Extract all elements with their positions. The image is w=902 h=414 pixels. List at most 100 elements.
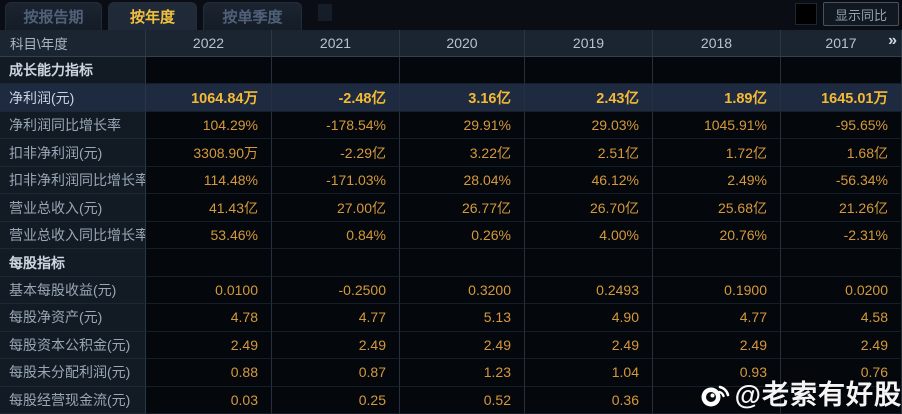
value-cell: 0.87 — [272, 359, 400, 387]
value-cell: 53.46% — [146, 221, 272, 250]
value-cell: 5.13 — [400, 304, 525, 332]
year-header: 2019 — [525, 30, 653, 57]
row-label: 每股经营现金流(元) — [0, 386, 146, 414]
value-cell: 0.88 — [146, 359, 272, 387]
row-label: 净利润同比增长率 — [0, 111, 146, 140]
show-yoy-button[interactable]: 显示同比 — [823, 2, 899, 26]
year-header: 2021 — [272, 30, 400, 57]
empty-cell — [525, 57, 653, 85]
value-cell: 114.48% — [146, 166, 272, 195]
row-label: 营业总收入同比增长率 — [0, 221, 146, 250]
value-cell: 4.00% — [525, 221, 653, 250]
value-cell: 1645.01万 — [781, 84, 902, 112]
value-cell: -171.03% — [272, 166, 400, 195]
table-body: 成长能力指标 净利润(元) 1064.84万 -2.48亿 3.16亿 2.43亿 1.89… — [0, 57, 902, 414]
corner-label: 科目\年度 — [0, 30, 146, 57]
value-cell: -0.2500 — [272, 276, 400, 305]
value-cell: 0.84% — [272, 221, 400, 250]
value-cell: 0.76 — [781, 359, 902, 387]
value-cell: 28.04% — [400, 166, 525, 195]
period-tabbar: 按报告期 按年度 按单季度 显示同比 — [0, 0, 902, 30]
value-cell: 41.43亿 — [146, 194, 272, 222]
value-cell: 2.49 — [653, 331, 781, 360]
value-cell: 1.68亿 — [781, 139, 902, 167]
value-cell: -2.29亿 — [272, 139, 400, 167]
value-cell: 104.29% — [146, 111, 272, 140]
value-cell: 1.72亿 — [653, 139, 781, 167]
row-label: 每股净资产(元) — [0, 304, 146, 332]
value-cell: 2.43亿 — [525, 84, 653, 112]
table-row[interactable]: 每股经营现金流(元) 0.03 0.25 0.52 0.36 — [0, 386, 902, 414]
value-cell: 2.51亿 — [525, 139, 653, 167]
table-row[interactable]: 净利润同比增长率 104.29% -178.54% 29.91% 29.03% 1045.… — [0, 111, 902, 140]
tab-by-quarter[interactable]: 按单季度 — [203, 2, 302, 30]
value-cell: 3308.90万 — [146, 139, 272, 167]
row-label: 扣非净利润(元) — [0, 139, 146, 167]
value-cell: 2.49 — [781, 331, 902, 360]
table-row[interactable]: 每股未分配利润(元) 0.88 0.87 1.23 1.04 0.93 0.76 — [0, 359, 902, 387]
table-header-row: 科目\年度 2022 2021 2020 2019 2018 2017 — [0, 30, 902, 57]
table-row[interactable]: 扣非净利润同比增长率 114.48% -171.03% 28.04% 46.12% 2.4… — [0, 166, 902, 195]
value-cell: 3.16亿 — [400, 84, 525, 112]
value-cell: 27.00亿 — [272, 194, 400, 222]
table-row[interactable]: 扣非净利润(元) 3308.90万 -2.29亿 3.22亿 2.51亿 1.72亿 1.6… — [0, 139, 902, 167]
table-row[interactable]: 基本每股收益(元) 0.0100 -0.2500 0.3200 0.2493 0.1900… — [0, 276, 902, 305]
value-cell: 0.3200 — [400, 276, 525, 305]
value-cell: 46.12% — [525, 166, 653, 195]
value-cell: 0.03 — [146, 386, 272, 414]
value-cell: 0.36 — [525, 386, 653, 414]
table-row[interactable]: 每股资本公积金(元) 2.49 2.49 2.49 2.49 2.49 2.49 — [0, 331, 902, 360]
value-cell: 1045.91% — [653, 111, 781, 140]
show-yoy-checkbox[interactable] — [795, 3, 817, 25]
value-cell: 4.90 — [525, 304, 653, 332]
empty-cell — [400, 57, 525, 85]
row-label: 成长能力指标 — [0, 57, 146, 85]
table-row[interactable]: 净利润(元) 1064.84万 -2.48亿 3.16亿 2.43亿 1.89亿 1645.… — [0, 84, 902, 112]
row-label: 净利润(元) — [0, 84, 146, 112]
year-header: 2020 — [400, 30, 525, 57]
year-header: 2017 — [781, 30, 902, 57]
value-cell: 26.77亿 — [400, 194, 525, 222]
value-cell: 4.58 — [781, 304, 902, 332]
value-cell: 2.49 — [146, 331, 272, 360]
value-cell: 0.25 — [272, 386, 400, 414]
value-cell: 1.89亿 — [653, 84, 781, 112]
value-cell: -2.48亿 — [272, 84, 400, 112]
empty-cell — [653, 57, 781, 85]
value-cell: 0.1900 — [653, 276, 781, 305]
value-cell: 3.22亿 — [400, 139, 525, 167]
empty-cell — [146, 249, 272, 277]
table-row[interactable]: 每股净资产(元) 4.78 4.77 5.13 4.90 4.77 4.58 — [0, 304, 902, 332]
value-cell: 0.52 — [400, 386, 525, 414]
section-row[interactable]: 成长能力指标 — [0, 57, 902, 85]
value-cell: -56.34% — [781, 166, 902, 195]
value-cell: 0.2493 — [525, 276, 653, 305]
tab-by-year[interactable]: 按年度 — [108, 2, 197, 30]
value-cell — [653, 386, 781, 414]
section-row[interactable]: 每股指标 — [0, 249, 902, 277]
empty-cell — [272, 249, 400, 277]
value-cell: 2.49 — [400, 331, 525, 360]
value-cell: 0.93 — [653, 359, 781, 387]
value-cell: 0.26% — [400, 221, 525, 250]
more-years-icon[interactable]: » — [888, 32, 897, 49]
value-cell — [781, 386, 902, 414]
value-cell: 29.91% — [400, 111, 525, 140]
value-cell: 25.68亿 — [653, 194, 781, 222]
empty-cell — [781, 57, 902, 85]
value-cell: 21.26亿 — [781, 194, 902, 222]
value-cell: -178.54% — [272, 111, 400, 140]
value-cell: -2.31% — [781, 221, 902, 250]
table-row[interactable]: 营业总收入同比增长率 53.46% 0.84% 0.26% 4.00% 20.76% -2.… — [0, 221, 902, 250]
empty-cell — [272, 57, 400, 85]
row-label: 每股资本公积金(元) — [0, 331, 146, 360]
tab-by-report-period[interactable]: 按报告期 — [5, 2, 102, 30]
value-cell: 29.03% — [525, 111, 653, 140]
row-label: 每股未分配利润(元) — [0, 359, 146, 387]
value-cell: 1064.84万 — [146, 84, 272, 112]
decoration-square — [318, 4, 332, 21]
year-header: 2022 — [146, 30, 272, 57]
table-row[interactable]: 营业总收入(元) 41.43亿 27.00亿 26.77亿 26.70亿 25.68亿 21… — [0, 194, 902, 222]
empty-cell — [400, 249, 525, 277]
